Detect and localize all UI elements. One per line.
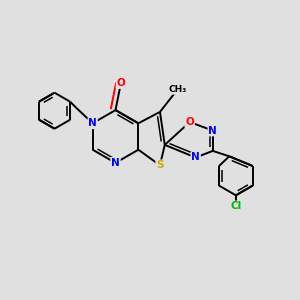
Text: O: O <box>116 78 125 88</box>
Text: CH₃: CH₃ <box>169 85 187 94</box>
Text: N: N <box>111 158 120 168</box>
Text: O: O <box>185 117 194 127</box>
Text: S: S <box>156 160 164 170</box>
Text: N: N <box>191 152 200 163</box>
Text: N: N <box>88 118 97 128</box>
Text: N: N <box>208 125 217 136</box>
Text: Cl: Cl <box>230 201 242 212</box>
